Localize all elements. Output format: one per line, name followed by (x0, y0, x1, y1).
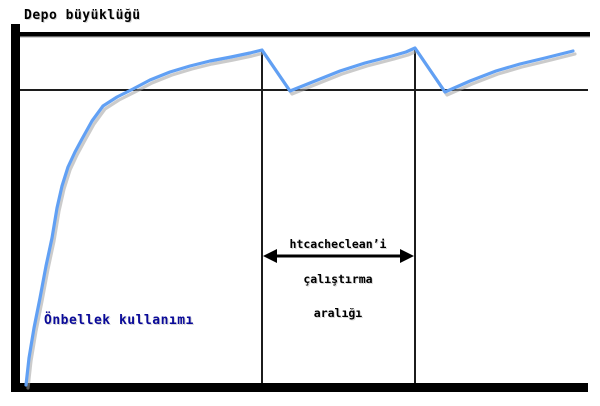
y-axis-title: Depo büyüklüğü (24, 8, 141, 23)
storage-limit-line (20, 32, 590, 37)
arrow-left-head-icon (263, 249, 277, 263)
interval-label-line-1: htcacheclean’i (289, 237, 387, 251)
x-axis-line (11, 383, 588, 392)
interval-label: htcacheclean’i çalıştırma aralığı (259, 216, 417, 343)
cache-usage-curve (24, 46, 575, 387)
y-axis-line (11, 24, 20, 392)
arrow-right-head-icon (400, 249, 414, 263)
interval-arrow (263, 249, 414, 263)
cache-usage-curve-shadow (26, 49, 577, 390)
cleanup-event-line-1 (261, 50, 263, 383)
cleanup-event-line-2 (414, 50, 416, 383)
interval-label-line-3: aralığı (313, 306, 363, 320)
storage-limit-line-shadow (20, 36, 590, 38)
cache-usage-label: Önbellek kullanımı (44, 313, 194, 328)
interval-label-line-2: çalıştırma (303, 271, 373, 286)
